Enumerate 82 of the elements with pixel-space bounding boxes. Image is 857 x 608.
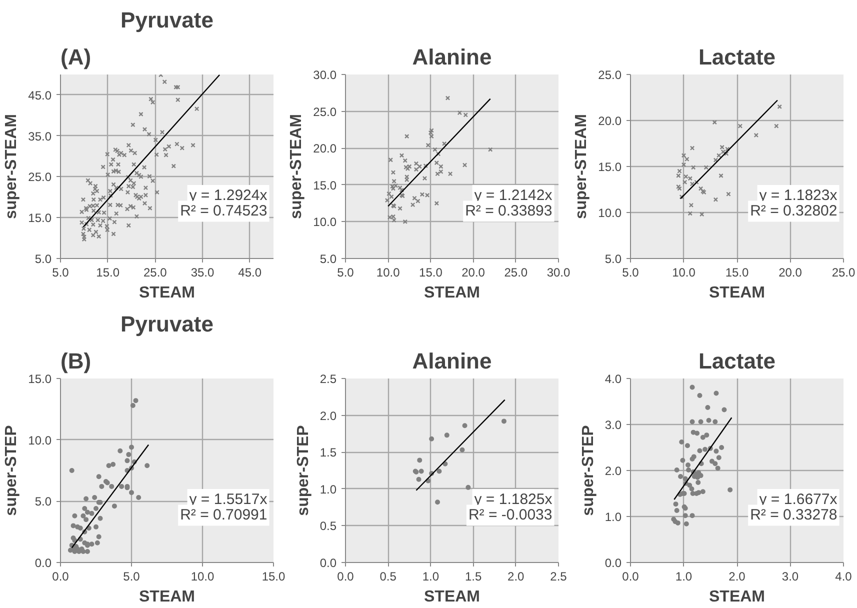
y-tick-label: 25.0 [313,104,337,119]
x-tick-label: 10.0 [376,266,400,280]
y-tick-label: 1.5 [320,446,337,460]
y-tick-label: 1.0 [604,510,622,524]
x-tick-label: 35.0 [190,266,215,280]
x-tick-label: 15.0 [725,266,750,280]
y-tick-label: 5.0 [34,494,52,509]
y-axis-title: super-STEP [580,424,597,516]
x-tick-label: 45.0 [238,266,262,280]
x-tick-label: 10.0 [190,570,215,584]
y-tick-label: 25.0 [28,170,52,184]
y-tick-label: 10.0 [28,433,52,448]
y-axis-title: super-STEP [294,424,312,516]
y-tick-label: 0.0 [604,556,622,570]
x-axis-title: STEAM [424,284,480,302]
x-tick-label: 15.0 [419,266,443,280]
x-tick-label: 2.0 [728,570,746,584]
x-tick-label: 20.0 [462,266,486,280]
y-axis-title: super-STEP [3,424,20,516]
x-tick-label: 25.0 [832,266,856,280]
x-axis-title: STEAM [139,588,195,606]
y-tick-label: 2.0 [604,464,622,478]
x-tick-label: 1.0 [422,570,440,584]
y-tick-label: 15.0 [313,178,337,192]
x-tick-label: 1.5 [464,570,482,584]
x-tick-label: 4.0 [835,570,852,584]
x-axis-title: STEAM [139,284,195,302]
chart-title: Alanine [412,44,492,70]
x-tick-label: 5.0 [622,266,640,280]
y-tick-label: 35.0 [28,129,52,144]
y-tick-label: 15.0 [28,372,52,386]
chart-title: Alanine [412,348,492,374]
y-tick-label: 0.0 [34,556,52,570]
y-tick-label: 2.0 [320,408,337,423]
x-tick-label: 25.0 [143,266,168,280]
y-tick-label: 10.0 [313,215,337,230]
x-tick-label: 2.5 [550,570,568,584]
x-tick-label: 15.0 [262,570,286,584]
y-tick-label: 5.0 [34,252,52,266]
y-tick-label: 0.0 [320,556,337,570]
x-tick-label: 25.0 [504,266,528,280]
x-tick-label: 15.0 [96,266,120,280]
x-tick-label: 0.0 [337,570,354,584]
y-tick-label: 5.0 [604,252,622,266]
y-tick-label: 20.0 [313,142,337,156]
y-tick-label: 0.5 [320,519,337,534]
x-tick-label: 2.0 [508,570,525,584]
y-tick-label: 15.0 [598,160,622,174]
y-tick-label: 4.0 [604,372,622,386]
chart-title: Pyruvate [120,312,214,336]
y-axis-title: super-STEAM [573,114,590,219]
text: (A) [60,44,92,70]
x-tick-label: 20.0 [778,266,802,280]
chart-title: Lactate [698,44,776,70]
x-tick-label: 5.0 [337,266,354,280]
x-axis-title: STEAM [709,588,765,606]
y-tick-label: 5.0 [320,252,337,266]
y-axis-title: super-STEAM [3,114,20,219]
x-tick-label: 30.0 [546,266,571,280]
x-axis-title: STEAM [709,284,765,302]
y-tick-label: 1.0 [320,482,337,496]
y-tick-label: 20.0 [598,114,622,128]
x-axis-title: STEAM [424,588,480,606]
y-tick-label: 10.0 [598,206,622,220]
x-tick-label: 10.0 [672,266,696,280]
y-tick-label: 30.0 [313,68,337,82]
x-tick-label: 5.0 [52,266,70,280]
x-tick-label: 0.0 [52,570,70,584]
x-tick-label: 0.0 [622,570,640,584]
x-tick-label: 3.0 [782,570,799,584]
y-axis-title: super-STEAM [288,114,306,219]
x-tick-label: 0.5 [380,570,397,584]
y-tick-label: 15.0 [28,211,52,226]
y-tick-label: 3.0 [604,418,622,432]
y-tick-label: 25.0 [598,68,622,82]
y-tick-label: 2.5 [320,372,337,386]
text: (B) [60,348,92,374]
x-tick-label: 1.0 [675,570,692,584]
chart-title: Pyruvate [120,8,214,32]
y-tick-label: 45.0 [28,88,52,102]
x-tick-label: 5.0 [123,570,140,584]
chart-title: Lactate [698,348,776,374]
